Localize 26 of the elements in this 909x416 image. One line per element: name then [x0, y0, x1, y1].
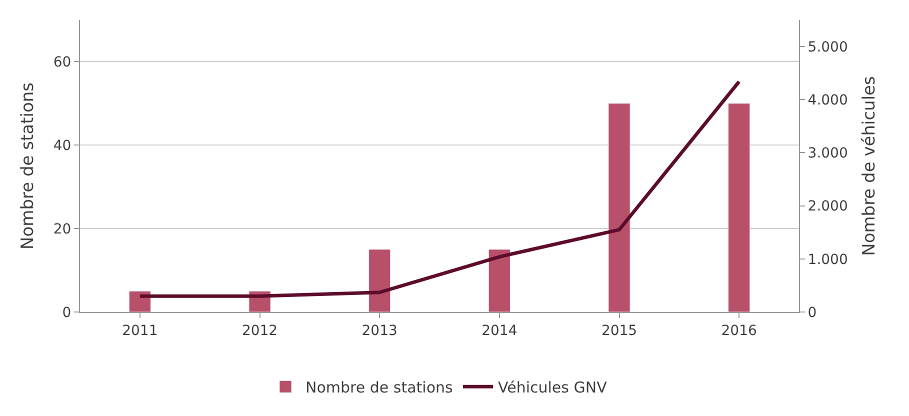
y-tick-label: 20 [53, 221, 72, 238]
y2-axis-title: Nombre de véhicules [859, 76, 880, 256]
bar [728, 103, 750, 312]
y-tick-label: 40 [53, 138, 72, 154]
y2-tick-label: 3.000 [808, 146, 848, 162]
bar [368, 249, 391, 312]
y2-tick-label: 5.000 [808, 39, 848, 56]
bar [608, 103, 630, 312]
x-tick-label: 2012 [242, 322, 278, 339]
x-tick-label: 2015 [601, 322, 638, 339]
line-series [138, 80, 741, 298]
y2-tick-label: 2.000 [808, 198, 848, 215]
y2-tick-label: 4.000 [808, 92, 848, 109]
y2-tick-label: 1.000 [808, 252, 848, 268]
x-tick-label: 2011 [122, 322, 158, 339]
y-tick-label: 0 [62, 304, 72, 321]
y-axis-title: Nombre de stations [18, 82, 38, 250]
x-tick-label: 2014 [482, 322, 518, 339]
y2-tick-label: 0 [808, 304, 817, 321]
y-tick-label: 60 [53, 54, 72, 71]
legend-label: Véhicules GNV [498, 378, 608, 396]
bar [128, 290, 151, 312]
legend-label: Nombre de stations [306, 378, 454, 396]
x-tick-label: 2013 [362, 322, 398, 339]
bar [488, 249, 510, 312]
x-tick-label: 2016 [721, 322, 757, 339]
